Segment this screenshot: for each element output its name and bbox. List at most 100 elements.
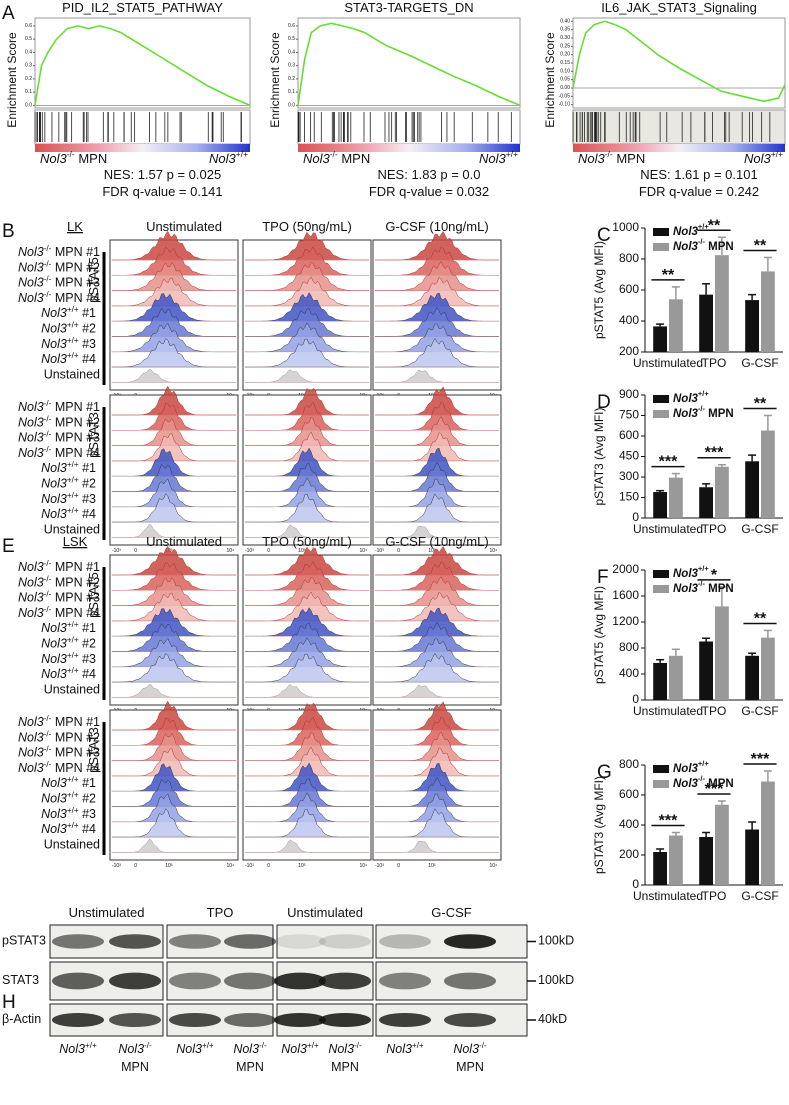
y-axis-label: Enrichment Score: [5, 32, 19, 128]
error-bar: [671, 831, 680, 836]
sig-stars: ***: [705, 781, 724, 798]
y-tick-label: 0.10: [560, 69, 570, 75]
y-tick-label: 600: [619, 787, 639, 801]
x-tick-label: TPO: [702, 889, 727, 903]
error-bar: [656, 848, 665, 852]
band: [379, 934, 431, 949]
nes: NES: 1.61 p = 0.101: [640, 167, 757, 182]
legend-swatch: [653, 395, 669, 403]
x-tick-label: TPO: [702, 522, 727, 536]
row-label: Nol3-/- MPN #4: [18, 760, 100, 776]
legend-label: Nol3-/- MPN: [673, 579, 734, 595]
bar: [653, 662, 667, 700]
y-tick-label: 0.5: [25, 37, 32, 43]
nes: NES: 1.83 p = 0.0: [378, 167, 481, 182]
band: [169, 1012, 221, 1028]
bar: [669, 655, 683, 700]
bar: [715, 255, 729, 352]
error-bar: [763, 256, 772, 272]
bar: [745, 461, 759, 518]
bar: [761, 430, 775, 518]
row-label: Nol3+/+ #2: [41, 320, 96, 336]
y-tick-label: 0.4: [25, 50, 32, 56]
y-tick-label: 800: [619, 251, 639, 265]
legend-label: Nol3+/+: [673, 222, 709, 238]
blot: [276, 924, 374, 959]
sig-stars: **: [754, 611, 767, 628]
error-bar: [656, 323, 665, 327]
x-tick-label: Unstimulated: [633, 356, 703, 370]
row-label: Nol3-/- MPN #2: [18, 414, 100, 430]
x-tick-label: G-CSF: [741, 704, 778, 718]
row-label: Nol3+/+ #4: [41, 666, 96, 682]
error-bar: [748, 454, 757, 462]
y-tick-label: 900: [619, 387, 639, 401]
axis-label: -10³: [375, 548, 384, 554]
bar: [699, 837, 713, 885]
y-tick-label: 1200: [612, 614, 639, 628]
sig-stars: **: [754, 396, 767, 413]
row-label: Nol3+/+ #4: [41, 506, 96, 522]
bar: [761, 781, 775, 885]
y-axis-label: pSTAT5 (Avg MFI): [592, 586, 606, 684]
axis-label: 10⁴: [489, 863, 497, 869]
legend-swatch: [653, 570, 669, 578]
axis-label: 0: [397, 863, 400, 869]
error-bar: [748, 293, 757, 301]
chart-title: PID_IL2_STAT5_PATHWAY: [62, 0, 223, 15]
phenotype-right: Nol3+/+: [744, 149, 783, 166]
bar: [745, 300, 759, 352]
band: [444, 934, 496, 949]
y-tick-label: 800: [619, 757, 639, 771]
y-tick-label: 0.4: [288, 50, 295, 56]
y-axis-label: Enrichment Score: [543, 32, 557, 128]
fdr: FDR q-value = 0.032: [369, 184, 489, 199]
y-axis-label: pSTAT5 (Avg MFI): [592, 241, 606, 339]
y-tick-label: 0.3: [288, 63, 295, 69]
column-header: TPO (50ng/mL): [262, 219, 352, 234]
row-label: Nol3+/+ #1: [41, 305, 96, 321]
axis-label: 10³: [165, 863, 173, 869]
error-bar: [717, 463, 726, 467]
sig-stars: *: [711, 567, 718, 584]
y-tick-label: 0: [632, 510, 639, 524]
sig-stars: ***: [705, 445, 724, 462]
panel-label: H: [2, 992, 16, 1013]
band: [319, 1012, 371, 1028]
row-label: Nol3-/- MPN #3: [18, 429, 100, 445]
y-tick-label: 1600: [612, 588, 639, 602]
axis-label: 0: [134, 863, 137, 869]
sig-stars: ***: [751, 751, 770, 768]
band: [109, 1012, 161, 1028]
row-label: Nol3-/- MPN #2: [18, 259, 100, 275]
error-bar: [656, 658, 665, 663]
axis-label: 10⁴: [359, 548, 367, 554]
legend-swatch: [653, 243, 669, 251]
bar: [653, 852, 667, 885]
legend-swatch: [653, 410, 669, 418]
x-tick-label: Unstimulated: [633, 704, 703, 718]
lane-detail: MPN: [121, 1060, 149, 1074]
error-bar: [717, 800, 726, 805]
enrichment-line: [34, 25, 251, 107]
y-tick-label: 0.0: [25, 103, 32, 109]
bar: [669, 299, 683, 352]
axis-label: -10³: [112, 863, 121, 869]
band: [319, 972, 371, 990]
panel-label: F: [597, 567, 609, 588]
lane-genotype: Nol3-/-: [453, 1041, 487, 1057]
legend-label: Nol3+/+: [673, 564, 709, 580]
error-bar: [671, 286, 680, 300]
y-tick-label: 400: [619, 817, 639, 831]
rank-bar: [573, 144, 785, 152]
row-label: Nol3+/+ #4: [41, 351, 96, 367]
y-tick-label: 0.15: [560, 60, 570, 66]
band: [224, 1012, 276, 1028]
row-label: Nol3+/+ #3: [41, 805, 96, 821]
bar: [699, 641, 713, 700]
axis-label: 0: [397, 548, 400, 554]
bar: [669, 835, 683, 885]
row-label: Nol3-/- MPN #1: [18, 244, 100, 260]
band: [52, 972, 104, 990]
